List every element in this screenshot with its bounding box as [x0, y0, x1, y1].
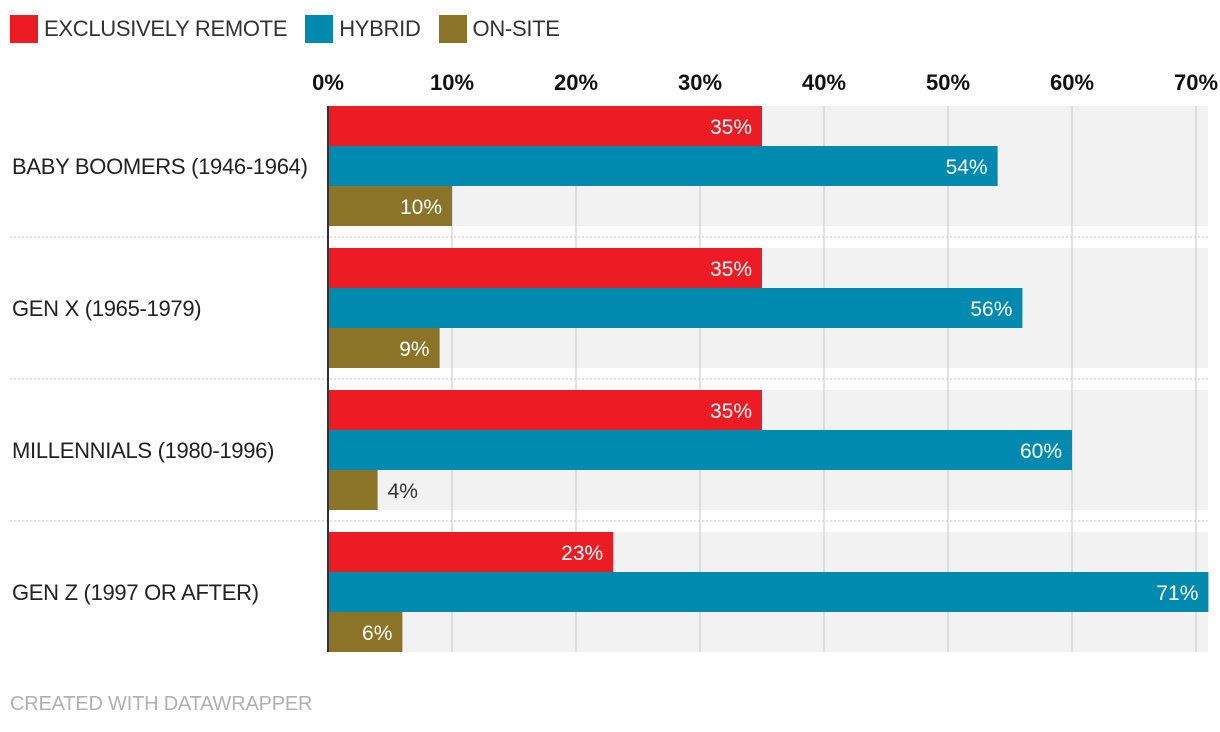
bar	[328, 186, 452, 226]
bar	[328, 288, 1023, 328]
x-tick-label: 40%	[802, 70, 846, 95]
category-label: MILLENNIALS (1980-1996)	[12, 438, 274, 463]
x-tick-label: 50%	[926, 70, 970, 95]
data-label: 4%	[388, 480, 418, 503]
x-tick-label: 0%	[312, 70, 344, 95]
data-label: 6%	[362, 622, 392, 645]
legend-item-hybrid: HYBRID	[305, 15, 421, 43]
legend-swatch-onsite	[438, 15, 467, 43]
data-label: 60%	[1020, 440, 1062, 463]
legend-swatch-remote	[10, 15, 38, 43]
x-tick-label: 20%	[554, 70, 598, 95]
data-label: 35%	[710, 400, 752, 423]
bar-chart: 0% 10% 20% 30% 40% 50% 60% 70% BABY BOOMERS (194…	[10, 70, 1218, 652]
data-label: 54%	[946, 156, 988, 179]
bar	[328, 146, 998, 186]
legend-label-onsite: ON-SITE	[472, 16, 560, 41]
x-tick-label: 10%	[430, 70, 474, 95]
data-label: 23%	[561, 542, 603, 565]
bar	[328, 390, 762, 430]
bar	[328, 248, 762, 288]
bar	[328, 328, 440, 368]
bar	[328, 532, 614, 572]
category-label: GEN Z (1997 OR AFTER)	[12, 580, 259, 605]
category-label: GEN X (1965-1979)	[12, 296, 201, 321]
bar	[328, 106, 762, 146]
category-label: BABY BOOMERS (1946-1964)	[12, 154, 308, 179]
data-label: 9%	[399, 338, 429, 361]
legend-item-onsite: ON-SITE	[438, 15, 560, 43]
bar	[328, 430, 1072, 470]
legend-swatch-hybrid	[305, 15, 334, 43]
x-tick-label: 70%	[1174, 70, 1218, 95]
x-tick-label: 60%	[1050, 70, 1094, 95]
data-label: 35%	[710, 116, 752, 139]
data-label: 35%	[710, 258, 752, 281]
x-tick-label: 30%	[678, 70, 722, 95]
data-label: 10%	[400, 196, 442, 219]
bar	[328, 470, 378, 510]
legend-label-hybrid: HYBRID	[339, 16, 421, 41]
bar	[328, 612, 403, 652]
legend-item-remote: EXCLUSIVELY REMOTE	[10, 15, 288, 43]
data-label: 56%	[970, 298, 1012, 321]
legend-label-remote: EXCLUSIVELY REMOTE	[44, 16, 288, 41]
credit-footer: CREATED WITH DATAWRAPPER	[10, 693, 313, 715]
bar	[328, 572, 1209, 612]
data-label: 71%	[1156, 582, 1198, 605]
legend: EXCLUSIVELY REMOTE HYBRID ON-SITE	[10, 14, 578, 44]
